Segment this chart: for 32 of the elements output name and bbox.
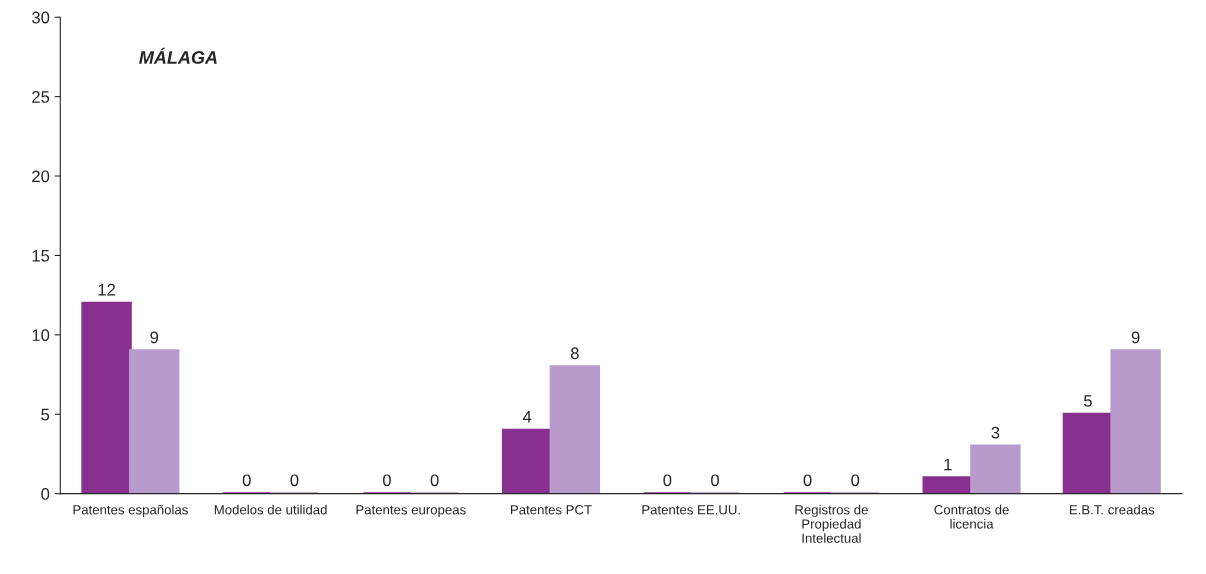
y-tick-label: 30 (31, 11, 50, 24)
data-label: 4 (522, 411, 532, 423)
x-tick-label: Modelos de utilidad (214, 504, 327, 515)
data-label: 8 (570, 347, 579, 360)
data-label: 1 (944, 458, 952, 471)
data-label: 3 (991, 426, 1000, 439)
y-tick-label: 10 (32, 329, 50, 342)
y-tick-label: 15 (32, 250, 50, 262)
x-tick-label: Registros de Propiedad Intelectual (795, 504, 868, 543)
x-tick-label: Patentes PCT (511, 505, 592, 515)
x-tick-label: Contratos de licencia (934, 504, 1009, 529)
data-label: 0 (290, 474, 299, 487)
data-label: 0 (663, 474, 672, 487)
x-tick-label: Patentes europeas (356, 505, 466, 518)
data-label: 0 (430, 474, 439, 487)
x-tick-label: Patentes españolas (73, 504, 188, 518)
y-tick-label: 5 (41, 408, 50, 421)
y-tick-label: 25 (32, 91, 50, 103)
y-tick-label: 20 (32, 170, 50, 183)
x-tick-label: Patentes EE.UU. (642, 505, 740, 515)
data-label: 5 (1083, 395, 1092, 407)
data-label: 0 (382, 474, 391, 487)
x-tick-label: E.B.T. creadas (1069, 504, 1155, 515)
data-label: 0 (851, 474, 860, 487)
data-label: 0 (242, 474, 251, 487)
data-label: 9 (150, 331, 159, 344)
y-tick-label: 0 (41, 488, 50, 500)
data-label: 0 (803, 474, 812, 487)
text: MÁLAGA (139, 47, 217, 64)
data-label: 12 (98, 283, 115, 296)
data-label: 9 (1131, 331, 1140, 344)
data-label: 0 (711, 474, 720, 487)
